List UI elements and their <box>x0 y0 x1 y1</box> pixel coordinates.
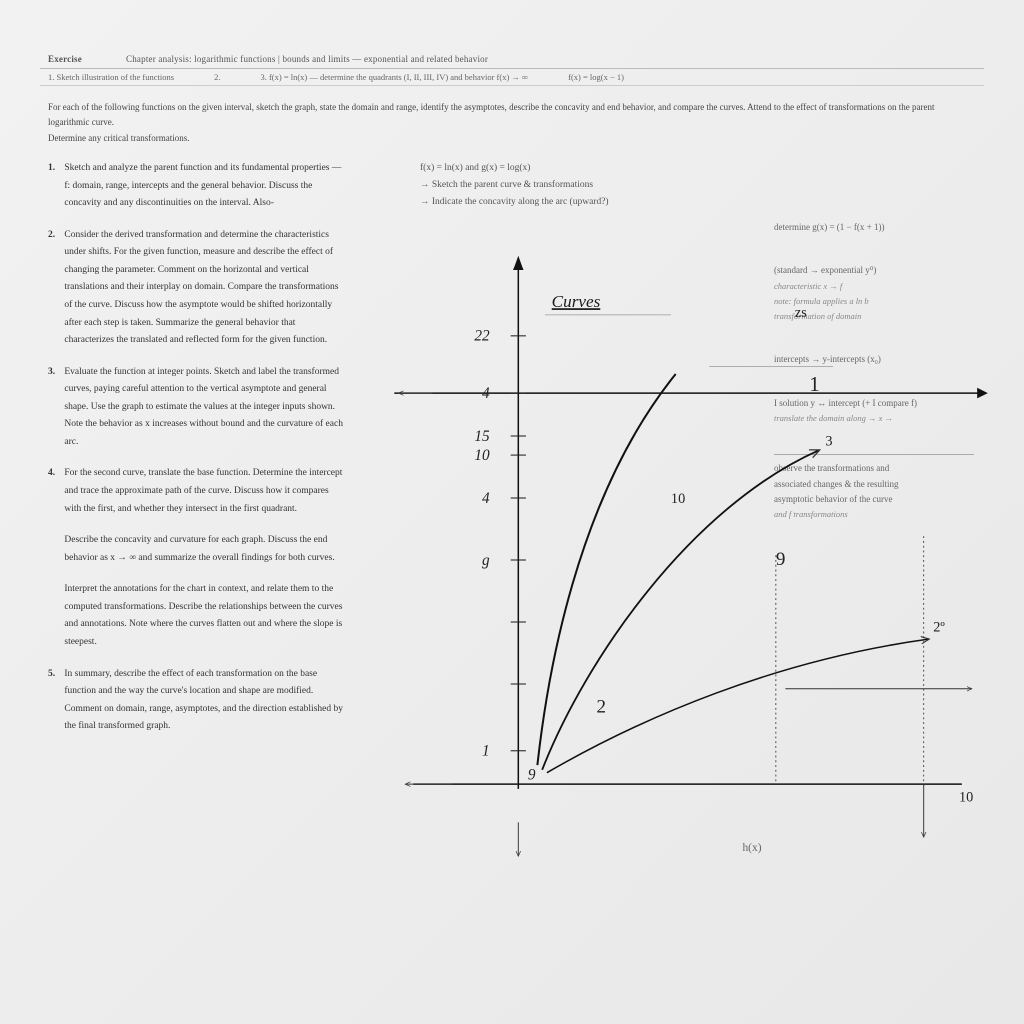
label-two: 2 <box>597 697 607 718</box>
left-item: 3. Evaluate the function at integer poin… <box>48 364 348 452</box>
y-tick-label: 10 <box>474 447 490 464</box>
center-note-2: → Indicate the concavity along the arc (… <box>420 194 720 211</box>
origin-label: 9 <box>528 766 536 783</box>
y-tick-label: 4 <box>482 385 490 402</box>
left-item: 1. Sketch and analyze the parent functio… <box>48 160 348 213</box>
left-item: 4. For the second curve, translate the b… <box>48 465 348 518</box>
y-tick-label: 1 <box>482 743 490 760</box>
left-item: 2. Consider the derived transformation a… <box>48 227 348 350</box>
curve-1 <box>537 374 675 765</box>
center-note-1: → Sketch the parent curve & transformati… <box>420 177 720 194</box>
header-tabs: 1. Sketch illustration of the functions … <box>40 69 984 86</box>
intro-line-1: For each of the following functions on t… <box>48 100 976 131</box>
y-tick-label: 4 <box>482 490 490 507</box>
label-zs: zs <box>795 305 807 321</box>
item-text: Evaluate the function at integer points.… <box>64 364 344 452</box>
left-item: 5. In summary, describe the effect of ea… <box>48 666 348 736</box>
y-tick-label: 22 <box>474 328 490 345</box>
chart-svg: Curves 22 4 15 10 4 g 1 9 3 2º 1 <box>380 250 1000 870</box>
intro-block: For each of the following functions on t… <box>40 100 984 146</box>
label-ten-end: 10 <box>959 789 973 805</box>
right-expr-1: determine g(x) = (1 − f(x + 1)) <box>774 220 974 235</box>
item-text: Consider the derived transformation and … <box>64 227 344 350</box>
curve2-end-label: 3 <box>825 434 832 450</box>
center-notes: f(x) = ln(x) and g(x) = log(x) → Sketch … <box>420 160 720 211</box>
y-tick-label: 15 <box>474 428 490 445</box>
item-number: 2. <box>48 227 62 245</box>
y-axis-arrowhead <box>514 256 524 269</box>
item-text: Sketch and analyze the parent function a… <box>64 160 344 213</box>
header: Exercise Chapter analysis: logarithmic f… <box>40 50 984 86</box>
curve3-end-label: 2º <box>933 620 945 636</box>
item-text: Describe the concavity and curvature for… <box>64 532 344 567</box>
intro-line-2: Determine any critical transformations. <box>48 131 976 146</box>
header-title-row: Exercise Chapter analysis: logarithmic f… <box>40 50 984 69</box>
left-item: Describe the concavity and curvature for… <box>48 532 348 567</box>
header-tab-2: 2. <box>214 72 220 82</box>
item-number: 4. <box>48 465 62 483</box>
chart-region: Curves 22 4 15 10 4 g 1 9 3 2º 1 <box>380 250 1000 870</box>
label-ten: 10 <box>671 491 685 507</box>
label-nine: 9 <box>776 549 786 570</box>
page: Exercise Chapter analysis: logarithmic f… <box>40 40 984 984</box>
item-text: Interpret the annotations for the chart … <box>64 581 344 651</box>
y-tick-label: g <box>482 552 490 569</box>
center-formula: f(x) = ln(x) and g(x) = log(x) <box>420 160 720 177</box>
item-number: 3. <box>48 364 62 382</box>
header-subtitle: Chapter analysis: logarithmic functions … <box>126 54 488 64</box>
header-title: Exercise <box>48 54 82 64</box>
item-number: 1. <box>48 160 62 178</box>
label-under-origin: h(x) <box>742 842 761 854</box>
label-one: 1 <box>809 372 819 396</box>
item-number: 5. <box>48 666 62 684</box>
left-column: 1. Sketch and analyze the parent functio… <box>48 160 348 750</box>
item-text: For the second curve, translate the base… <box>64 465 344 518</box>
left-item: Interpret the annotations for the chart … <box>48 581 348 651</box>
item-text: In summary, describe the effect of each … <box>64 666 344 736</box>
header-tab-1: 1. Sketch illustration of the functions <box>48 72 174 82</box>
header-formula: f(x) = log(x − 1) <box>568 72 624 82</box>
header-tab-3: 3. f(x) = ln(x) — determine the quadrant… <box>260 72 528 82</box>
chart-title: Curves <box>552 292 601 311</box>
